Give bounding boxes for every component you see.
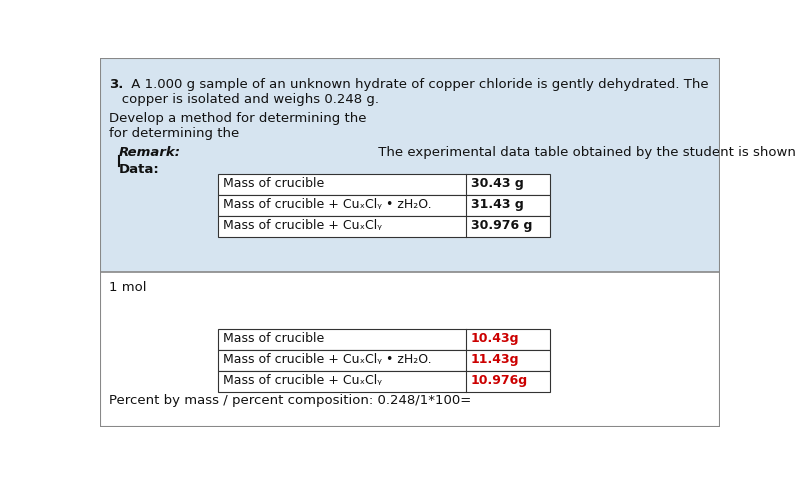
Bar <box>218 372 550 393</box>
Text: 31.43 g: 31.43 g <box>470 198 523 211</box>
Text: 30.43 g: 30.43 g <box>470 177 523 190</box>
FancyBboxPatch shape <box>100 58 720 272</box>
Text: 10.43g: 10.43g <box>470 332 519 345</box>
Text: 1 mol: 1 mol <box>110 281 147 294</box>
Bar <box>218 350 550 372</box>
Text: Mass of crucible + CuₓClᵧ: Mass of crucible + CuₓClᵧ <box>222 219 382 232</box>
Text: Data:: Data: <box>118 163 159 176</box>
Text: 11.43g: 11.43g <box>470 353 519 366</box>
Text: Mass of crucible + CuₓClᵧ • zH₂O.: Mass of crucible + CuₓClᵧ • zH₂O. <box>222 353 431 366</box>
Text: Mass of crucible: Mass of crucible <box>222 177 324 190</box>
Bar <box>218 329 550 350</box>
Text: 3.: 3. <box>110 78 124 91</box>
Text: The experimental data table obtained by the student is shown below.: The experimental data table obtained by … <box>374 145 800 158</box>
FancyBboxPatch shape <box>100 272 720 427</box>
Text: Mass of crucible + CuₓClᵧ • zH₂O.: Mass of crucible + CuₓClᵧ • zH₂O. <box>222 198 431 211</box>
Bar <box>218 174 550 195</box>
Bar <box>218 195 550 216</box>
Text: 10.976g: 10.976g <box>470 374 528 387</box>
Text: Mass of crucible: Mass of crucible <box>222 332 324 345</box>
Text: for determining the: for determining the <box>110 127 244 140</box>
Text: Percent by mass / percent composition: 0.248/1*100=: Percent by mass / percent composition: 0… <box>110 394 476 407</box>
Text: Develop a method for determining the: Develop a method for determining the <box>110 112 371 125</box>
Text: Mass of crucible + CuₓClᵧ: Mass of crucible + CuₓClᵧ <box>222 374 382 387</box>
Text: copper is isolated and weighs 0.248 g.: copper is isolated and weighs 0.248 g. <box>110 93 379 106</box>
Text: 30.976 g: 30.976 g <box>470 219 532 232</box>
Text: Remark:: Remark: <box>118 145 181 158</box>
Bar <box>218 216 550 237</box>
Text: A 1.000 g sample of an unknown hydrate of copper chloride is gently dehydrated. : A 1.000 g sample of an unknown hydrate o… <box>126 78 708 91</box>
